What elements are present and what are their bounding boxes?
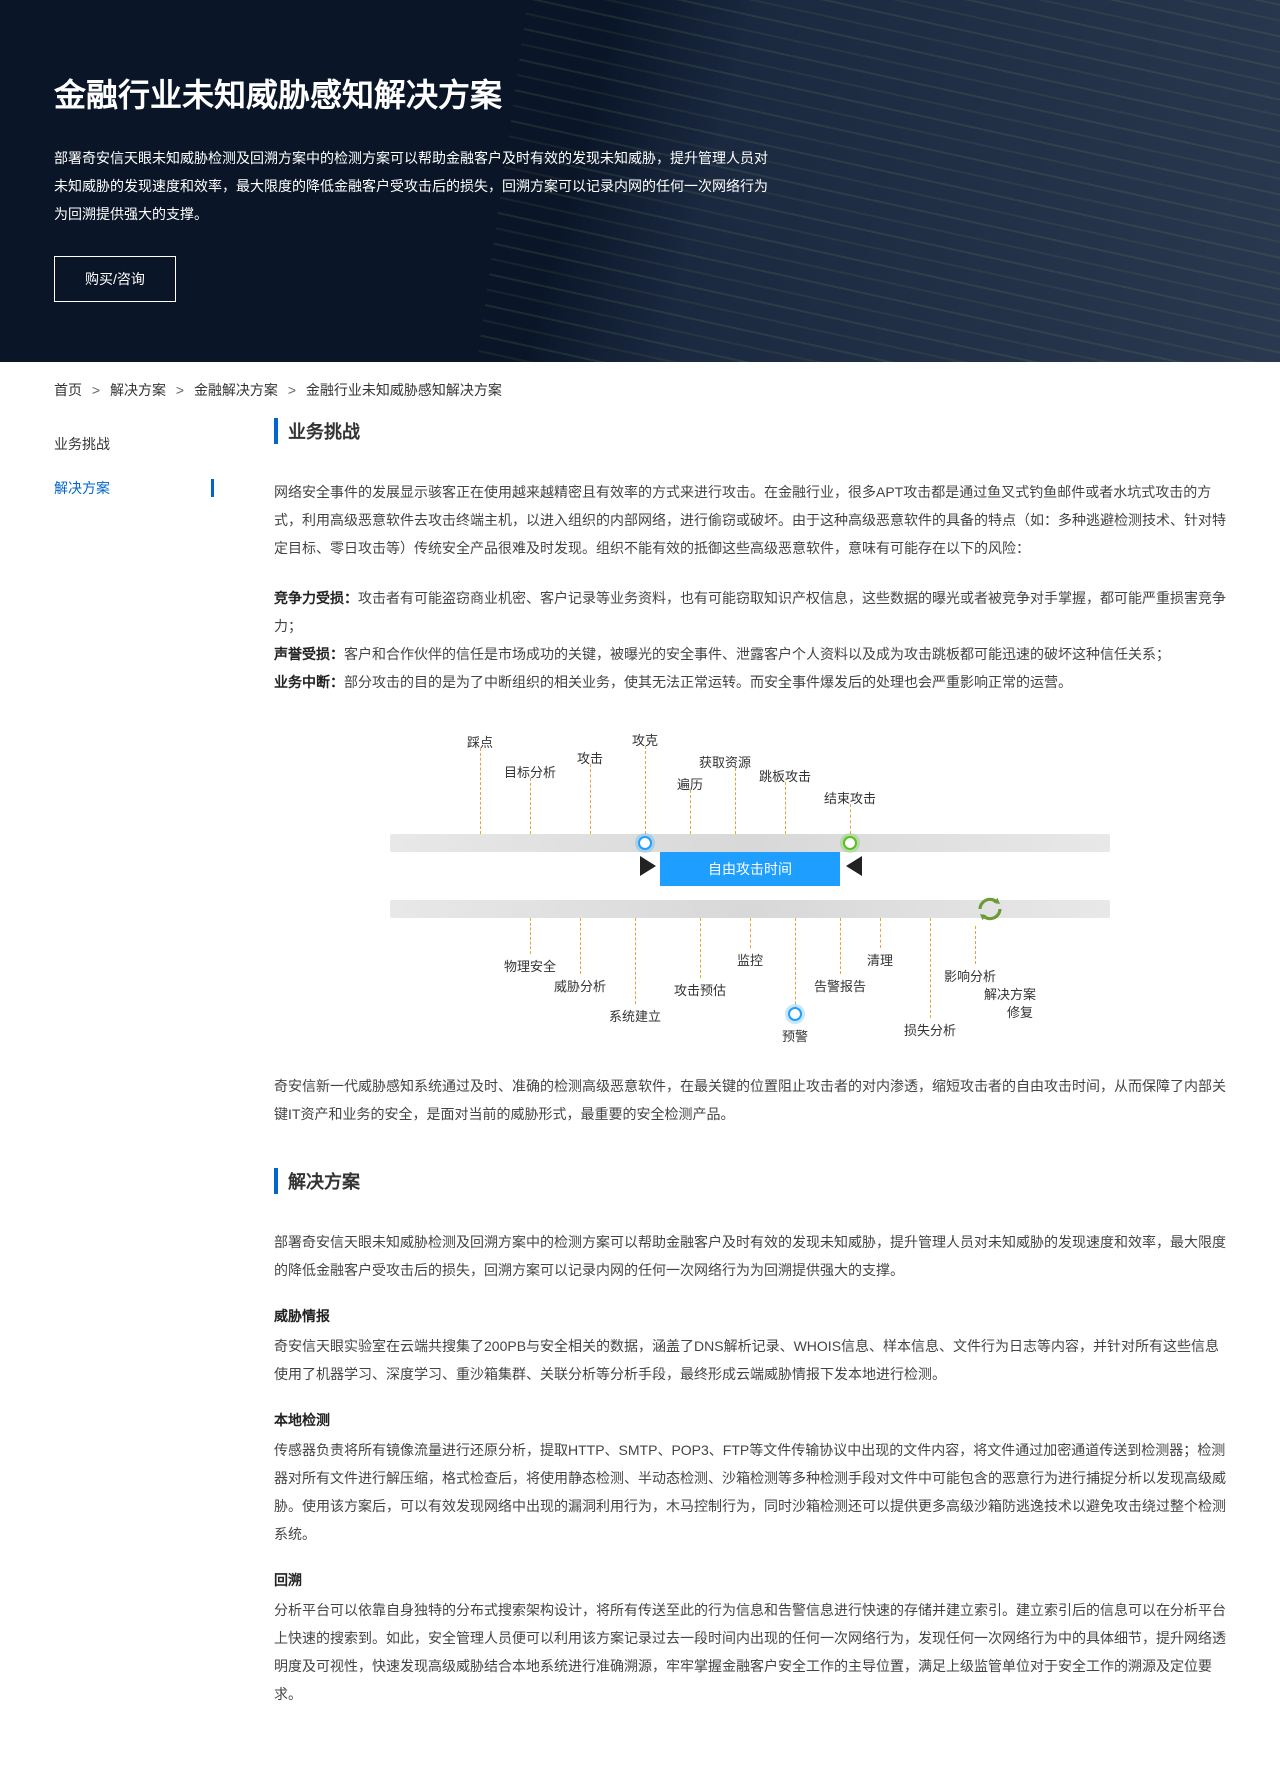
breadcrumb-sep: > xyxy=(288,382,296,398)
risk-competition: 竞争力受损：攻击者有可能盗窃商业机密、客户记录等业务资料，也有可能窃取知识产权信… xyxy=(274,584,1226,640)
defense-solution: 解决方案 xyxy=(984,984,1036,1003)
hero-description: 部署奇安信天眼未知威胁检测及回溯方案中的检测方案可以帮助金融客户及时有效的发现未… xyxy=(54,144,774,228)
phase-acquire: 获取资源 xyxy=(699,752,751,771)
breadcrumb-current: 金融行业未知威胁感知解决方案 xyxy=(306,382,502,398)
breadcrumb: 首页 > 解决方案 > 金融解决方案 > 金融行业未知威胁感知解决方案 xyxy=(0,362,1280,418)
defense-monitor: 监控 xyxy=(737,950,763,969)
cycle-icon xyxy=(975,894,1005,924)
breadcrumb-home[interactable]: 首页 xyxy=(54,382,82,398)
breadcrumb-solutions[interactable]: 解决方案 xyxy=(110,382,166,398)
defense-report: 告警报告 xyxy=(814,976,866,995)
defense-repair: 修复 xyxy=(1007,1002,1033,1021)
traceback-body: 分析平台可以依靠自身独特的分布式搜索架构设计，将所有传送至此的行为信息和告警信息… xyxy=(274,1596,1226,1708)
sidebar-item-solution[interactable]: 解决方案 xyxy=(54,466,214,510)
subhead-traceback: 回溯 xyxy=(274,1570,1226,1590)
subhead-local-detect: 本地检测 xyxy=(274,1410,1226,1430)
attack-timeline-diagram: 踩点 目标分析 攻击 攻克 遍历 获取资源 跳板攻击 结束攻击 xyxy=(390,726,1110,1036)
defense-alert: 预警 xyxy=(782,1026,808,1045)
defense-estimate: 攻击预估 xyxy=(674,980,726,999)
breadcrumb-finance[interactable]: 金融解决方案 xyxy=(194,382,278,398)
breadcrumb-sep: > xyxy=(92,382,100,398)
breadcrumb-sep: > xyxy=(176,382,184,398)
hero-title: 金融行业未知威胁感知解决方案 xyxy=(54,70,1226,116)
section-title-solution: 解决方案 xyxy=(274,1168,1226,1194)
solution-intro: 部署奇安信天眼未知威胁检测及回溯方案中的检测方案可以帮助金融客户及时有效的发现未… xyxy=(274,1228,1226,1284)
defense-clean: 清理 xyxy=(867,950,893,969)
defense-impact: 影响分析 xyxy=(944,966,996,985)
defense-threat: 威胁分析 xyxy=(554,976,606,995)
risk-disruption: 业务中断：部分攻击的目的是为了中断组织的相关业务，使其无法正常运转。而安全事件爆… xyxy=(274,668,1226,696)
defense-loss: 损失分析 xyxy=(904,1020,956,1039)
defense-physical: 物理安全 xyxy=(504,956,556,975)
subhead-threat-intel: 威胁情报 xyxy=(274,1306,1226,1326)
sidebar-item-challenge[interactable]: 业务挑战 xyxy=(54,422,214,466)
challenge-summary: 奇安信新一代威胁感知系统通过及时、准确的检测高级恶意软件，在最关键的位置阻止攻击… xyxy=(274,1072,1226,1128)
hero-banner: 金融行业未知威胁感知解决方案 部署奇安信天眼未知威胁检测及回溯方案中的检测方案可… xyxy=(0,0,1280,362)
threat-intel-body: 奇安信天眼实验室在云端共搜集了200PB与安全相关的数据，涵盖了DNS解析记录、… xyxy=(274,1332,1226,1388)
section-title-challenge: 业务挑战 xyxy=(274,418,1226,444)
risk-reputation: 声誉受损：客户和合作伙伴的信任是市场成功的关键，被曝光的安全事件、泄露客户个人资… xyxy=(274,640,1226,668)
buy-consult-button[interactable]: 购买/咨询 xyxy=(54,256,176,302)
challenge-intro: 网络安全事件的发展显示骇客正在使用越来越精密且有效率的方式来进行攻击。在金融行业… xyxy=(274,478,1226,562)
defense-system: 系统建立 xyxy=(609,1006,661,1025)
sidebar-nav: 业务挑战 解决方案 xyxy=(54,418,214,1730)
main-content: 业务挑战 网络安全事件的发展显示骇客正在使用越来越精密且有效率的方式来进行攻击。… xyxy=(214,418,1226,1730)
local-detect-body: 传感器负责将所有镜像流量进行还原分析，提取HTTP、SMTP、POP3、FTP等… xyxy=(274,1436,1226,1548)
